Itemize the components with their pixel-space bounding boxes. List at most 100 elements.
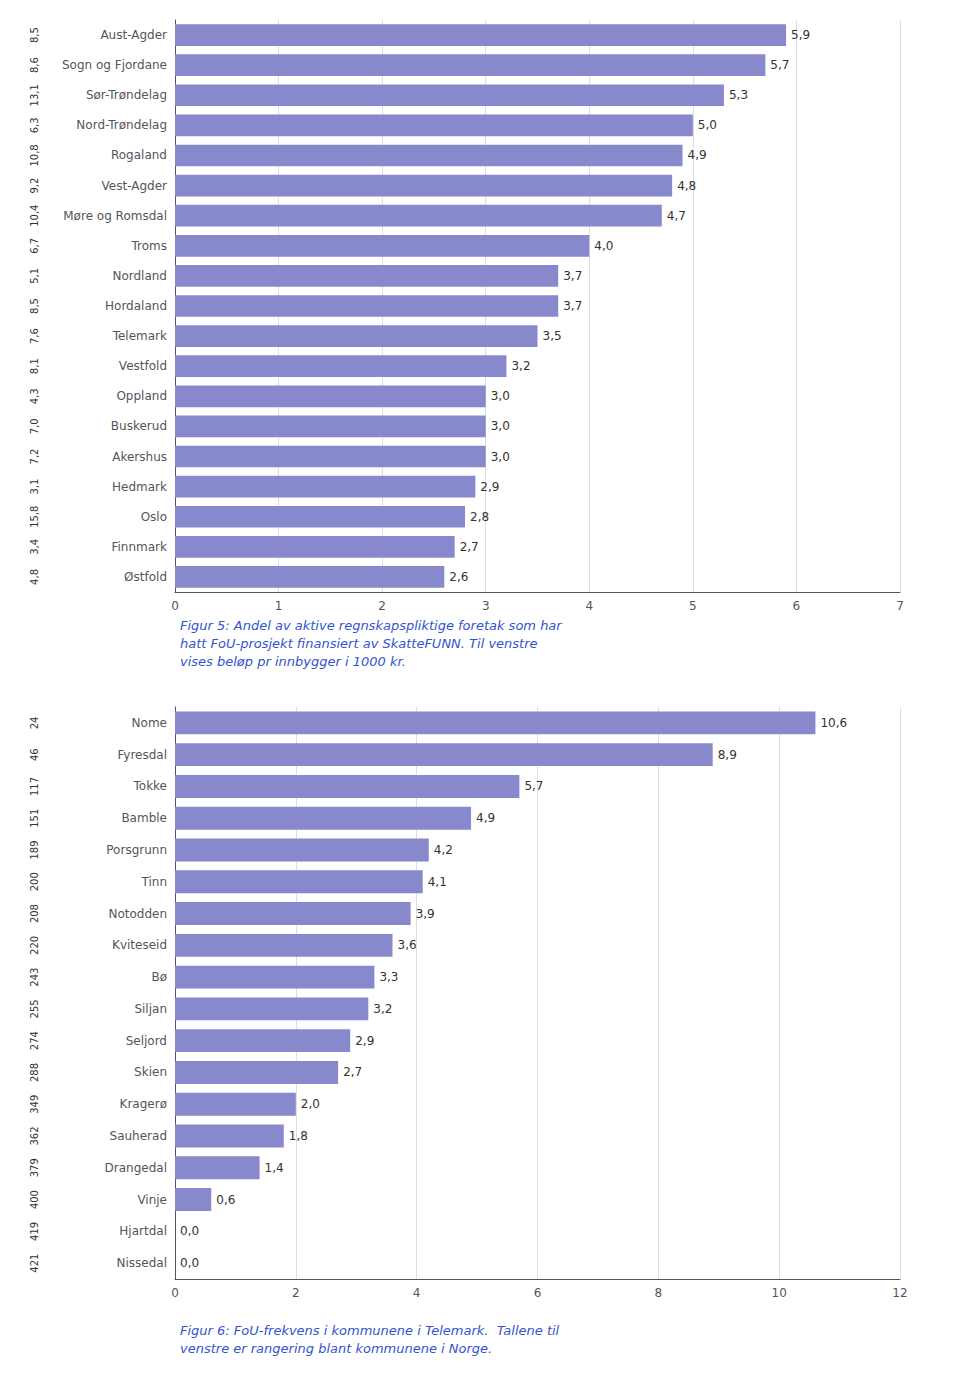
- svg-text:7: 7: [896, 599, 904, 613]
- svg-text:Buskerud: Buskerud: [111, 419, 167, 433]
- svg-text:Figur 6: FoU-frekvens i kommun: Figur 6: FoU-frekvens i kommunene i Tele…: [180, 1323, 560, 1338]
- svg-text:3,5: 3,5: [543, 329, 562, 343]
- svg-text:Drangedal: Drangedal: [105, 1161, 167, 1175]
- svg-text:46: 46: [29, 748, 40, 761]
- svg-text:8,5: 8,5: [29, 298, 40, 314]
- svg-text:151: 151: [29, 809, 40, 828]
- svg-text:7,6: 7,6: [29, 328, 40, 344]
- svg-text:200: 200: [29, 872, 40, 891]
- svg-text:7,0: 7,0: [29, 418, 40, 434]
- svg-text:hatt FoU-prosjekt finansiert a: hatt FoU-prosjekt finansiert av SkatteFU…: [180, 636, 538, 651]
- svg-text:Nissedal: Nissedal: [116, 1256, 167, 1270]
- svg-text:419: 419: [29, 1222, 40, 1241]
- svg-text:220: 220: [29, 936, 40, 955]
- svg-text:2,7: 2,7: [343, 1065, 362, 1079]
- svg-text:15,8: 15,8: [29, 506, 40, 528]
- svg-text:Vinje: Vinje: [137, 1193, 167, 1207]
- svg-text:8,9: 8,9: [718, 748, 737, 762]
- svg-text:Hordaland: Hordaland: [105, 299, 167, 313]
- svg-text:Kragerø: Kragerø: [120, 1097, 167, 1111]
- svg-text:4: 4: [585, 599, 593, 613]
- svg-text:3,0: 3,0: [491, 389, 510, 403]
- svg-text:Fyresdal: Fyresdal: [117, 748, 167, 762]
- svg-text:0: 0: [171, 1286, 179, 1300]
- svg-text:2: 2: [292, 1286, 300, 1300]
- svg-text:Vestfold: Vestfold: [119, 359, 167, 373]
- svg-text:5,0: 5,0: [698, 118, 717, 132]
- svg-text:Bamble: Bamble: [121, 811, 167, 825]
- svg-text:3,2: 3,2: [373, 1002, 392, 1016]
- svg-text:8,6: 8,6: [29, 57, 40, 73]
- svg-text:5,7: 5,7: [524, 779, 543, 793]
- svg-text:Porsgrunn: Porsgrunn: [106, 843, 167, 857]
- svg-text:Sogn og Fjordane: Sogn og Fjordane: [62, 58, 167, 72]
- svg-text:362: 362: [29, 1126, 40, 1145]
- svg-text:400: 400: [29, 1190, 40, 1209]
- svg-text:Vest-Agder: Vest-Agder: [102, 179, 168, 193]
- svg-text:3,0: 3,0: [491, 419, 510, 433]
- svg-text:4,8: 4,8: [29, 569, 40, 585]
- svg-text:Telemark: Telemark: [112, 329, 167, 343]
- svg-text:3,7: 3,7: [563, 299, 582, 313]
- svg-text:4,9: 4,9: [688, 148, 707, 162]
- svg-text:Siljan: Siljan: [134, 1002, 167, 1016]
- svg-text:2,6: 2,6: [449, 570, 468, 584]
- svg-text:3,6: 3,6: [398, 938, 417, 952]
- svg-text:Nordland: Nordland: [112, 269, 167, 283]
- svg-text:4,0: 4,0: [594, 239, 613, 253]
- svg-text:24: 24: [29, 717, 40, 730]
- svg-text:5,7: 5,7: [770, 58, 789, 72]
- svg-text:7,2: 7,2: [29, 449, 40, 465]
- svg-text:0,0: 0,0: [180, 1256, 199, 1270]
- svg-text:5: 5: [689, 599, 697, 613]
- svg-text:4,9: 4,9: [476, 811, 495, 825]
- svg-text:8,1: 8,1: [29, 358, 40, 374]
- svg-text:0: 0: [171, 599, 179, 613]
- svg-text:Seljord: Seljord: [126, 1034, 167, 1048]
- svg-text:3,2: 3,2: [511, 359, 530, 373]
- svg-text:3,4: 3,4: [29, 539, 40, 555]
- svg-text:3: 3: [482, 599, 490, 613]
- svg-text:4,8: 4,8: [677, 179, 696, 193]
- svg-text:189: 189: [29, 840, 40, 859]
- svg-text:Hedmark: Hedmark: [112, 480, 167, 494]
- svg-text:venstre er rangering blant kom: venstre er rangering blant kommunene i N…: [180, 1341, 492, 1356]
- svg-text:421: 421: [29, 1254, 40, 1273]
- svg-text:Tinn: Tinn: [140, 875, 167, 889]
- svg-text:1,4: 1,4: [265, 1161, 284, 1175]
- svg-text:2: 2: [378, 599, 386, 613]
- svg-text:Finnmark: Finnmark: [112, 540, 168, 554]
- svg-text:5,9: 5,9: [791, 28, 810, 42]
- svg-text:10,6: 10,6: [820, 716, 847, 730]
- svg-text:288: 288: [29, 1063, 40, 1082]
- svg-text:2,0: 2,0: [301, 1097, 320, 1111]
- svg-text:2,7: 2,7: [460, 540, 479, 554]
- svg-text:5,3: 5,3: [729, 88, 748, 102]
- svg-text:13,1: 13,1: [29, 84, 40, 106]
- svg-text:0,6: 0,6: [216, 1193, 235, 1207]
- svg-text:243: 243: [29, 968, 40, 987]
- svg-text:8: 8: [655, 1286, 663, 1300]
- svg-text:274: 274: [29, 1031, 40, 1050]
- svg-text:Oslo: Oslo: [141, 510, 167, 524]
- svg-text:3,7: 3,7: [563, 269, 582, 283]
- svg-text:6: 6: [534, 1286, 542, 1300]
- svg-text:10,8: 10,8: [29, 144, 40, 166]
- svg-text:12: 12: [892, 1286, 907, 1300]
- svg-text:1,8: 1,8: [289, 1129, 308, 1143]
- svg-text:9,2: 9,2: [29, 178, 40, 194]
- svg-text:2,8: 2,8: [470, 510, 489, 524]
- svg-text:Hjartdal: Hjartdal: [119, 1224, 167, 1238]
- svg-text:Møre og Romsdal: Møre og Romsdal: [63, 209, 167, 223]
- svg-text:117: 117: [29, 777, 40, 796]
- svg-text:2,9: 2,9: [480, 480, 499, 494]
- svg-text:208: 208: [29, 904, 40, 923]
- svg-text:Tokke: Tokke: [133, 779, 168, 793]
- svg-text:3,9: 3,9: [416, 907, 435, 921]
- svg-text:6,3: 6,3: [29, 117, 40, 133]
- svg-text:3,0: 3,0: [491, 450, 510, 464]
- svg-text:Sauherad: Sauherad: [110, 1129, 167, 1143]
- svg-text:255: 255: [29, 999, 40, 1018]
- svg-text:Nome: Nome: [132, 716, 167, 730]
- svg-text:1: 1: [275, 599, 283, 613]
